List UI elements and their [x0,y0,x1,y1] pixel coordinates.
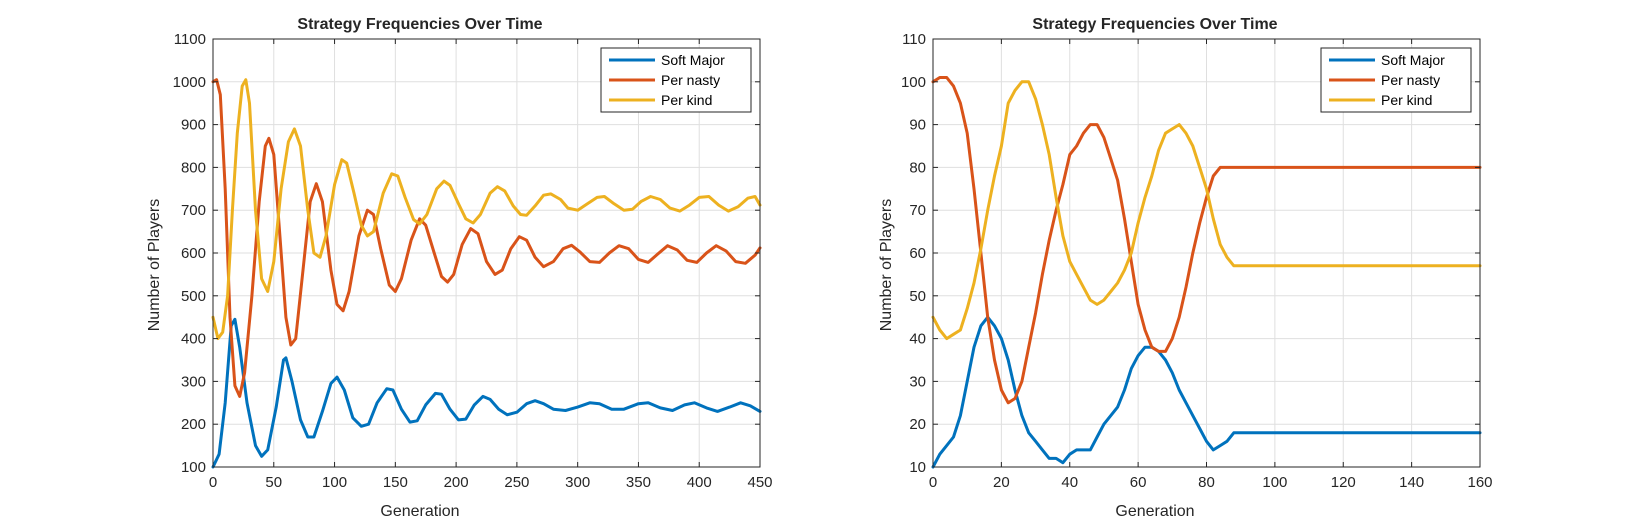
chart-right-ylabel: Number of Players [878,199,895,332]
chart-left-series [211,78,762,469]
chart-left-legend-label: Per kind [661,92,712,108]
chart-left-xtick-label: 150 [383,474,408,491]
chart-right-ytick-label: 40 [909,331,926,348]
chart-right-xtick-label: 140 [1399,474,1424,491]
chart-left-ytick-label: 900 [181,117,206,134]
chart-left-ylabel: Number of Players [146,199,163,332]
chart-right-series [931,76,1482,469]
chart-left-xtick-label: 450 [747,474,772,491]
chart-left-series-per-kind [211,78,762,341]
chart-right-title: Strategy Frequencies Over Time [1032,16,1277,33]
chart-right-ytick-label: 90 [909,117,926,134]
chart-left-legend-label: Per nasty [661,72,720,88]
chart-right-xlabel: Generation [1115,503,1194,520]
chart-left-xtick-label: 200 [444,474,469,491]
chart-left-legend-label: Soft Major [661,52,725,68]
chart-right-ytick-label: 70 [909,202,926,219]
chart-left-xtick-label: 400 [687,474,712,491]
chart-left-ytick-label: 200 [181,416,206,433]
chart-left-xlabel: Generation [380,503,459,520]
chart-right-ytick-label: 50 [909,288,926,305]
chart-right-legend-label: Per kind [1381,92,1432,108]
chart-left-ytick-label: 1100 [174,31,206,48]
chart-right-ytick-label: 110 [902,31,926,48]
chart-left-ytick-label: 500 [181,288,206,305]
chart-right-legend: Soft Major Per nasty Per kind [1320,47,1472,113]
chart-left-series-per-nasty [211,78,762,398]
chart-right-series-per-kind [931,80,1482,341]
chart-right: Strategy Frequencies Over Time Generatio… [878,16,1493,520]
chart-right-ticks: 0 20 40 60 80 100 120 140 160 10 20 30 40 50 60 70 80 90 1… [901,31,1493,491]
chart-left-xtick-label: 100 [322,474,347,491]
chart-right-ytick-label: 80 [909,159,926,176]
chart-right-series-per-nasty [931,76,1482,405]
chart-right-xtick-label: 0 [929,474,937,491]
chart-right-xtick-label: 120 [1331,474,1356,491]
chart-right-xtick-label: 40 [1061,474,1078,491]
chart-left-title: Strategy Frequencies Over Time [297,16,542,33]
chart-right-legend-label: Per nasty [1381,72,1440,88]
chart-left-ytick-label: 600 [181,245,206,262]
chart-left-legend: Soft Major Per nasty Per kind [600,47,752,113]
chart-right-ytick-label: 30 [909,373,926,390]
chart-left-ytick-label: 700 [181,202,206,219]
chart-right-ytick-label: 100 [901,74,926,91]
chart-right-ytick-label: 10 [909,459,926,476]
chart-left-ytick-label: 1000 [173,74,206,91]
chart-left: Strategy Frequencies Over Time Generatio… [146,16,773,520]
chart-left-ytick-label: 800 [181,159,206,176]
chart-right-xtick-label: 60 [1130,474,1147,491]
chart-right-legend-label: Soft Major [1381,52,1445,68]
chart-right-ytick-label: 20 [909,416,926,433]
chart-right-xtick-label: 100 [1262,474,1287,491]
chart-left-ytick-label: 300 [181,373,206,390]
chart-left-xtick-label: 0 [209,474,217,491]
chart-left-series-soft-major [211,317,762,469]
chart-left-xtick-label: 50 [265,474,282,491]
chart-left-ytick-label: 400 [181,331,206,348]
chart-right-xtick-label: 80 [1198,474,1215,491]
chart-left-ytick-label: 100 [181,459,206,476]
chart-right-ytick-label: 60 [909,245,926,262]
chart-right-xtick-label: 160 [1467,474,1492,491]
chart-left-xtick-label: 350 [626,474,651,491]
chart-left-ticks: 0 50 100 150 200 250 300 350 400 450 100 200 300 400 5… [173,31,773,491]
chart-left-xtick-label: 300 [565,474,590,491]
chart-left-xtick-label: 250 [504,474,529,491]
chart-right-xtick-label: 20 [993,474,1010,491]
